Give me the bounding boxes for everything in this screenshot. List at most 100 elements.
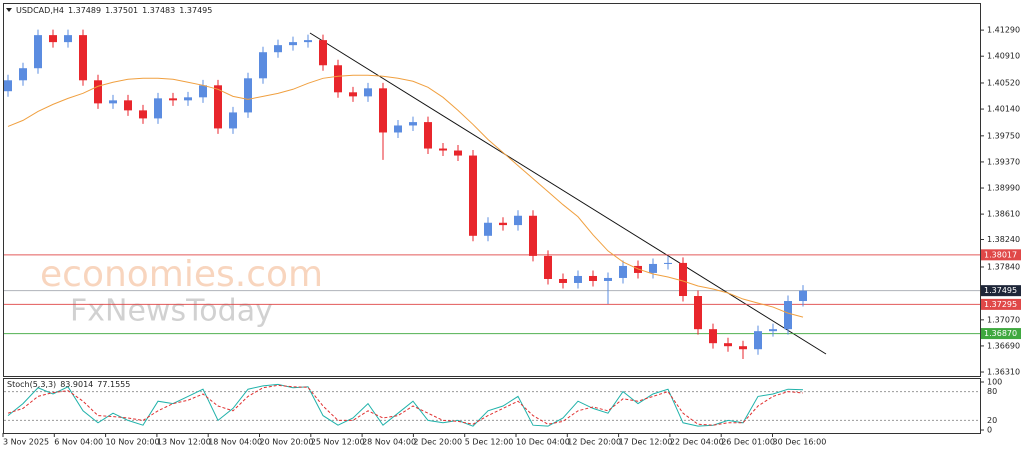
candle-body: [784, 301, 792, 330]
symbol: USDCAD,H4: [16, 6, 64, 15]
trend-line: [309, 32, 827, 355]
candle-body: [439, 148, 447, 151]
x-tick-label: 3 Nov 2025: [3, 438, 49, 447]
candle-body: [154, 98, 162, 119]
stoch-signal-line: [7, 384, 804, 426]
candle-body: [754, 331, 762, 350]
x-tick-label: 10 Dec 04:00: [516, 438, 570, 447]
y-tick-label: 1.37840: [987, 262, 1020, 271]
candle-body: [199, 85, 207, 98]
y-tick-label: 1.36310: [987, 368, 1020, 377]
candles: [4, 29, 807, 359]
y-tick-label: 1.40910: [987, 52, 1020, 61]
x-tick-label: 22 Dec 04:00: [670, 438, 724, 447]
x-tick-label: 26 Dec 01:00: [721, 438, 775, 447]
candle-body: [124, 100, 132, 111]
candle-body: [799, 290, 807, 302]
candle-body: [559, 278, 567, 283]
candle-body: [424, 122, 432, 149]
x-tick-label: 28 Nov 04:00: [362, 438, 416, 447]
axis: 1.41290 1.40910 1.40520 1.40140 1.39750 1.393…: [2, 26, 1021, 447]
x-tick-label: 2 Dec 20:00: [413, 438, 462, 447]
level-tag-label: 1.37495: [984, 286, 1017, 295]
candle-body: [169, 98, 177, 101]
level-tag: [981, 298, 1021, 310]
candle-body: [334, 65, 342, 93]
y-tick-label: 1.36690: [987, 341, 1020, 350]
candle-body: [289, 42, 297, 46]
y-tick-label: 1.39750: [987, 131, 1020, 140]
level-tag: [981, 249, 1021, 261]
price-panel-frame: [3, 3, 981, 377]
candle-body: [274, 45, 282, 53]
candle-body: [94, 80, 102, 104]
x-tick-label: 30 Dec 16:00: [773, 438, 827, 447]
candle-body: [64, 35, 72, 43]
candle-body: [364, 88, 372, 97]
candle-body: [34, 35, 42, 69]
stoch-signal-value: 77.1555: [97, 380, 130, 389]
candle-body: [484, 222, 492, 236]
x-tick-label: 10 Nov 20:00: [106, 438, 160, 447]
x-tick-label: 13 Nov 12:00: [157, 438, 211, 447]
candle-body: [184, 97, 192, 101]
candle-body: [319, 40, 327, 66]
x-tick-label: 6 Nov 04:00: [54, 438, 103, 447]
candle-body: [664, 262, 672, 264]
y-tick-label: 1.38610: [987, 210, 1020, 219]
stoch-tick-label: 0: [987, 426, 992, 435]
candle-body: [109, 100, 117, 104]
candle-body: [739, 346, 747, 350]
quote-value: 1.37495: [179, 6, 212, 15]
candle-body: [19, 68, 27, 81]
quote-value: 1.37501: [105, 6, 138, 15]
candle-body: [394, 125, 402, 133]
candle-body: [379, 88, 387, 133]
quote-value: 1.37483: [142, 6, 175, 15]
candle-body: [469, 155, 477, 236]
y-tick-label: 1.40520: [987, 78, 1020, 87]
stoch-tick-label: 20: [987, 416, 997, 425]
x-tick-label: 18 Nov 04:00: [208, 438, 262, 447]
y-tick-label: 1.40140: [987, 105, 1020, 114]
candle-body: [244, 78, 252, 113]
watermark-economies: economies.com: [40, 254, 323, 295]
moving-average: [7, 74, 804, 318]
candle-body: [619, 265, 627, 278]
y-tick-label: 1.39370: [987, 157, 1020, 166]
level-tag-label: 1.38017: [984, 250, 1017, 259]
candle-body: [529, 215, 537, 256]
level-tag: [981, 285, 1021, 297]
candle-body: [409, 122, 417, 126]
level-tag-label: 1.36870: [984, 329, 1017, 338]
y-tick-label: 1.41290: [987, 26, 1020, 35]
candle-body: [304, 40, 312, 43]
stoch-main-value: 83.9014: [60, 380, 93, 389]
menu-triangle: [6, 8, 12, 12]
candle-body: [349, 92, 357, 97]
candle-body: [259, 52, 267, 79]
level-tag-label: 1.37295: [984, 300, 1017, 309]
candle-body: [544, 255, 552, 279]
x-tick-label: 5 Dec 12:00: [465, 438, 514, 447]
candle-body: [514, 215, 522, 226]
x-tick-label: 12 Dec 20:00: [567, 438, 621, 447]
quote-value: 1.37489: [68, 6, 101, 15]
y-tick-label: 1.38240: [987, 235, 1020, 244]
x-tick-label: 20 Nov 20:00: [260, 438, 314, 447]
y-tick-label: 1.37070: [987, 315, 1020, 324]
candle-body: [679, 262, 687, 297]
candle-body: [229, 112, 237, 129]
candle-body: [139, 110, 147, 119]
level-tag: [981, 328, 1021, 340]
stoch-tick-label: 100: [987, 378, 1002, 387]
stoch-title: Stoch(5,3,3) 83.9014 77.1555: [7, 380, 130, 389]
candle-body: [724, 343, 732, 347]
x-tick-label: 25 Nov 12:00: [311, 438, 365, 447]
x-tick-label: 17 Dec 12:00: [619, 438, 673, 447]
y-tick-label: 1.38990: [987, 184, 1020, 193]
candle-body: [79, 35, 87, 81]
